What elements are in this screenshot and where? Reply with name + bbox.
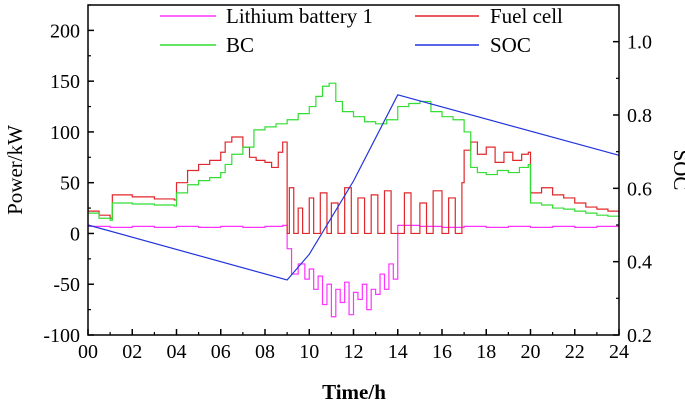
x-axis-title: Time/h [322, 380, 386, 404]
series-line-3 [87, 94, 620, 281]
y2-axis-title: SOC [669, 150, 685, 191]
x-tick-label: 08 [255, 341, 275, 363]
legend-label-bc: BC [226, 33, 254, 57]
legend-label-lithium: Lithium battery 1 [226, 4, 373, 28]
legend-label-soc: SOC [490, 33, 531, 57]
x-tick-label: 20 [521, 341, 541, 363]
y2-tick-label: 0.4 [627, 252, 652, 274]
x-tick-label: 06 [211, 341, 231, 363]
y-axis-title: Power/kW [3, 125, 27, 215]
y-tick-label: 0 [70, 223, 80, 245]
y-tick-label: 200 [50, 20, 80, 42]
y-tick-label: -100 [43, 325, 80, 347]
x-tick-label: 04 [167, 341, 187, 363]
y2-tick-label: 0.2 [627, 325, 652, 347]
legend-label-fuel-cell: Fuel cell [490, 4, 563, 28]
y2-tick-label: 1.0 [627, 32, 652, 54]
x-tick-label: 02 [122, 341, 142, 363]
plot-frame [87, 4, 620, 336]
y2-tick-label: 0.8 [627, 105, 652, 127]
x-tick-label: 18 [476, 341, 496, 363]
x-tick-label: 22 [565, 341, 585, 363]
x-tick-label: 12 [344, 341, 364, 363]
series-line-2 [88, 82, 620, 221]
y-tick-label: 150 [50, 71, 80, 93]
y-tick-label: 50 [60, 173, 80, 195]
x-tick-label: 16 [432, 341, 452, 363]
x-tick-label: 14 [388, 341, 408, 363]
x-tick-label: 00 [78, 341, 98, 363]
x-tick-label: 10 [299, 341, 319, 363]
legend: Lithium battery 1 Fuel cell BC SOC [160, 4, 563, 57]
series-line-1 [88, 136, 620, 235]
y-tick-label: 100 [50, 122, 80, 144]
series-line-0 [88, 224, 619, 318]
y2-tick-label: 0.6 [627, 178, 652, 200]
series-layer [87, 82, 620, 318]
y-tick-label: -50 [53, 274, 80, 296]
x-tick-label: 24 [609, 341, 629, 363]
ticks-layer: 00 02 04 06 08 10 12 14 16 18 20 22 24 -100 -50 0 50 100 1… [43, 4, 652, 363]
